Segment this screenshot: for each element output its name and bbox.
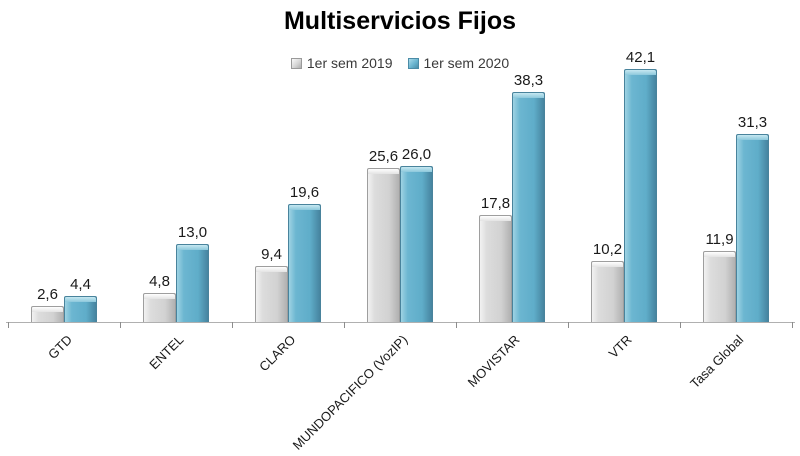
category-label-vtr: VTR: [605, 332, 635, 361]
axis-tick: [792, 322, 793, 328]
bar-2019-vtr: [591, 260, 624, 322]
axis-tick: [456, 322, 457, 328]
value-label-2019: 25,6: [368, 148, 399, 166]
category-label-tasa-global: Tasa Global: [687, 332, 747, 392]
bar-2019-movistar: [479, 215, 512, 322]
axis-tick: [568, 322, 569, 328]
chart-title: Multiservicios Fijos: [283, 7, 516, 35]
legend-item-2020: 1er sem 2020: [407, 55, 510, 71]
value-label-2020: 19,6: [289, 184, 320, 202]
value-label-2020: 42,1: [625, 49, 656, 67]
chart-legend: 1er sem 2019 1er sem 2020: [0, 55, 800, 71]
category-label-mundopacifico: MUNDOPACIFICO (VozIP): [289, 332, 411, 453]
bar-2019-gtd: [31, 306, 64, 322]
bar-2020-gtd: [64, 295, 97, 322]
bar-2020-tasa-global: [736, 134, 769, 322]
axis-tick: [680, 322, 681, 328]
bar-group-entel: 4,8 13,0 ENTEL: [120, 60, 232, 372]
bar-group-claro: 9,4 19,6 CLARO: [232, 60, 344, 374]
category-label-entel: ENTEL: [146, 332, 187, 373]
bar-2020-entel: [176, 244, 209, 322]
legend-item-2019: 1er sem 2019: [290, 55, 393, 71]
value-label-2020: 38,3: [513, 72, 544, 90]
axis-tick: [8, 322, 9, 328]
axis-tick: [232, 322, 233, 328]
legend-label-2019: 1er sem 2019: [306, 55, 393, 71]
bar-2020-vtr: [624, 69, 657, 322]
value-label-2020: 13,0: [177, 224, 208, 241]
plot-area: 2,6 4,4 GTD 4,8 13,0: [8, 49, 792, 453]
legend-marker-2019-icon: [290, 57, 302, 69]
category-label-movistar: MOVISTAR: [464, 332, 523, 390]
category-label-claro: CLARO: [256, 332, 299, 375]
value-label-2019: 17,8: [480, 195, 511, 213]
bar-2019-entel: [143, 293, 176, 322]
value-label-2020: 26,0: [401, 146, 432, 163]
bar-group-tasa-global: 11,9 31,3 Tasa Global: [680, 60, 792, 391]
value-label-2019: 2,6: [37, 286, 58, 304]
bar-2020-mundopacifico: [400, 166, 433, 322]
bar-2019-tasa-global: [703, 250, 736, 322]
value-label-2020: 31,3: [737, 114, 768, 132]
bar-group-vtr: 10,2 42,1 VTR: [568, 49, 680, 361]
x-axis-line: [6, 322, 795, 323]
bar-group-movistar: 17,8 38,3 MOVISTAR: [456, 60, 568, 390]
bar-group-gtd: 2,6 4,4 GTD: [8, 60, 120, 362]
axis-tick: [120, 322, 121, 328]
category-label-gtd: GTD: [44, 332, 75, 363]
value-label-2019: 4,8: [149, 273, 170, 291]
legend-marker-2020-icon: [407, 57, 419, 69]
bar-2019-mundopacifico: [367, 168, 400, 322]
legend-label-2020: 1er sem 2020: [423, 55, 510, 71]
bar-group-mundopacifico: 25,6 26,0 MUNDOPACIFICO (VozIP): [290, 60, 456, 453]
bar-2019-claro: [255, 265, 288, 322]
value-label-2020: 4,4: [70, 275, 91, 293]
value-label-2019: 11,9: [705, 230, 734, 248]
bar-2020-movistar: [512, 92, 545, 322]
value-label-2019: 9,4: [261, 245, 282, 263]
axis-tick: [344, 322, 345, 328]
bar-2020-claro: [288, 204, 321, 322]
value-label-2019: 10,2: [592, 240, 623, 258]
